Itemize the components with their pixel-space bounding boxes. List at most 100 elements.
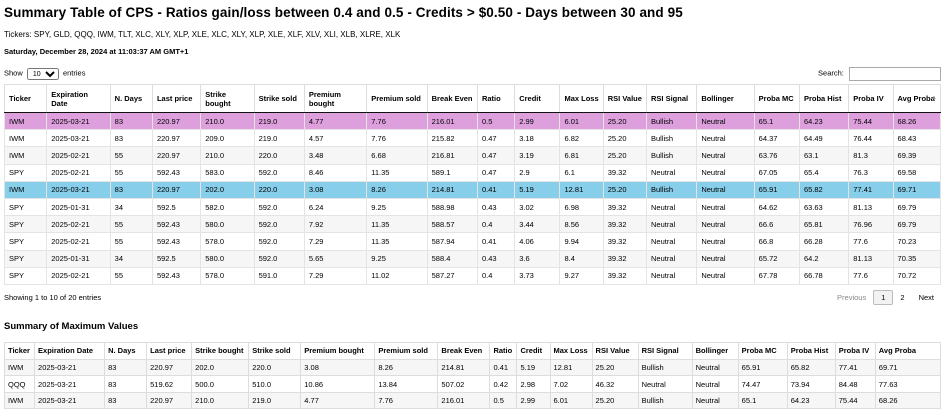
- main-header-premium-bought[interactable]: Premium bought: [303, 84, 368, 113]
- main-header-break-even[interactable]: Break Even: [426, 84, 478, 113]
- entries-label: entries: [62, 68, 86, 78]
- main-cell-last-price: 592.43: [151, 163, 202, 182]
- main-cell-proba-iv: 75.44: [848, 111, 894, 131]
- main-cell-proba-hist: 65.82: [798, 180, 850, 199]
- summary-cell-ticker: QQQ: [3, 375, 36, 393]
- main-cell-premium-bought: 4.77: [303, 111, 368, 131]
- main-header-expiration-date[interactable]: Expiration Date: [46, 84, 111, 113]
- main-cell-premium-sold: 7.76: [366, 111, 428, 131]
- main-cell-avg-proba: 69.58: [892, 163, 942, 182]
- main-cell-strike-bought: 202.0: [200, 180, 255, 199]
- summary-cell-credit: 5.19: [516, 358, 551, 377]
- summary-cell-last-price: 220.97: [146, 391, 193, 410]
- main-cell-last-price: 592.43: [151, 215, 202, 234]
- summary-row[interactable]: IWM 2025-03-21 83 220.97 202.0 220.0 3.08 8.26 2…: [3, 358, 942, 377]
- main-header-credit[interactable]: Credit: [514, 84, 561, 113]
- main-cell-rsi-signal: Neutral: [645, 197, 698, 217]
- main-cell-proba-mc: 65.72: [753, 249, 800, 268]
- main-row[interactable]: IWM 2025-03-21 83 220.97 209.0 219.0 4.57 7.76 2…: [3, 129, 942, 148]
- main-row[interactable]: IWM 2025-03-21 83 220.97 210.0 219.0 4.77 7.76 2…: [3, 111, 942, 131]
- main-cell-strike-sold: 592.0: [253, 163, 305, 182]
- main-cell-n-days: 83: [109, 111, 153, 131]
- main-cell-proba-hist: 64.2: [798, 249, 850, 268]
- summary-cell-max-loss: 6.01: [549, 391, 593, 410]
- summary-cell-break-even: 214.81: [437, 358, 491, 377]
- main-cell-strike-bought: 210.0: [200, 146, 255, 165]
- summary-table: Ticker Expiration Date N. Days Last price St…: [3, 341, 942, 410]
- main-header-premium-sold[interactable]: Premium sold: [366, 84, 428, 113]
- summary-header-expiration-date: Expiration Date: [34, 341, 106, 360]
- main-header-proba-mc[interactable]: Proba MC: [753, 84, 800, 113]
- main-cell-bollinger: Neutral: [696, 111, 755, 131]
- main-cell-rsi-value: 39.32: [602, 266, 648, 285]
- summary-row[interactable]: QQQ 2025-03-21 83 519.62 500.0 510.0 10.86 13.8…: [3, 375, 942, 393]
- page-2-button[interactable]: 2: [900, 293, 905, 303]
- main-cell-proba-hist: 65.81: [798, 215, 850, 234]
- summary-cell-last-price: 519.62: [146, 375, 193, 393]
- main-row[interactable]: IWM 2025-02-21 55 220.97 210.0 220.0 3.48 6.68 2…: [3, 146, 942, 165]
- main-header-last-price[interactable]: Last price: [151, 84, 202, 113]
- main-header-max-loss[interactable]: Max Loss: [559, 84, 604, 113]
- main-cell-avg-proba: 69.79: [892, 215, 942, 234]
- summary-header-proba-mc: Proba MC: [737, 341, 788, 360]
- page-length-select[interactable]: 10: [26, 68, 59, 80]
- main-header-ratio[interactable]: Ratio: [476, 84, 516, 113]
- main-header-bollinger[interactable]: Bollinger: [696, 84, 755, 113]
- main-cell-bollinger: Neutral: [696, 215, 755, 234]
- main-header-proba-hist[interactable]: Proba Hist: [798, 84, 850, 113]
- main-cell-proba-mc: 67.05: [753, 163, 800, 182]
- main-row[interactable]: IWM 2025-03-21 83 220.97 202.0 220.0 3.08 8.26 2…: [3, 180, 942, 199]
- summary-row[interactable]: IWM 2025-03-21 83 220.97 210.0 219.0 4.77 7.76 2…: [3, 391, 942, 410]
- main-cell-strike-sold: 592.0: [253, 232, 305, 251]
- main-cell-premium-sold: 11.02: [366, 266, 428, 285]
- main-cell-rsi-signal: Bullish: [645, 180, 698, 199]
- main-cell-premium-bought: 5.65: [303, 249, 368, 268]
- main-row[interactable]: SPY 2025-01-31 34 592.5 582.0 592.0 6.24 9.25 58…: [3, 197, 942, 217]
- main-row[interactable]: SPY 2025-02-21 55 592.43 578.0 591.0 7.29 11.02…: [3, 266, 942, 285]
- summary-cell-break-even: 507.02: [437, 375, 491, 393]
- main-header-strike-bought[interactable]: Strike bought: [200, 84, 255, 113]
- main-cell-strike-sold: 219.0: [253, 129, 305, 148]
- summary-cell-avg-proba: 77.63: [874, 375, 942, 393]
- previous-button[interactable]: Previous: [837, 293, 867, 303]
- main-row[interactable]: SPY 2025-02-21 55 592.43 583.0 592.0 8.46 11.35…: [3, 163, 942, 182]
- main-cell-max-loss: 6.1: [559, 163, 604, 182]
- main-header-ticker[interactable]: Ticker: [3, 84, 48, 113]
- tickers-line: Tickers: SPY, GLD, QQQ, IWM, TLT, XLC, X…: [4, 30, 401, 39]
- summary-cell-rsi-signal: Bullish: [637, 391, 693, 410]
- main-header-rsi-value[interactable]: RSI Value: [602, 84, 648, 113]
- main-header-strike-sold[interactable]: Strike sold: [253, 84, 305, 113]
- summary-header-strike-sold: Strike sold: [248, 341, 302, 360]
- main-header-avg-proba[interactable]: Avg Proba ▲: [892, 84, 942, 113]
- main-cell-ticker: IWM: [3, 180, 48, 199]
- main-cell-rsi-value: 39.32: [602, 232, 648, 251]
- main-header-proba-iv[interactable]: Proba IV: [848, 84, 894, 113]
- main-row[interactable]: SPY 2025-01-31 34 592.5 580.0 592.0 5.65 9.25 58…: [3, 249, 942, 268]
- page-1-button[interactable]: 1: [873, 290, 894, 306]
- summary-cell-strike-bought: 210.0: [191, 391, 250, 410]
- main-row[interactable]: SPY 2025-02-21 55 592.43 580.0 592.0 7.92 11.35…: [3, 215, 942, 234]
- entries-info: Showing 1 to 10 of 20 entries: [4, 293, 102, 303]
- next-button[interactable]: Next: [918, 293, 934, 303]
- summary-cell-proba-hist: 65.82: [786, 358, 836, 377]
- main-cell-avg-proba: 69.79: [892, 197, 942, 217]
- main-cell-break-even: 588.57: [426, 215, 478, 234]
- summary-cell-proba-mc: 65.91: [737, 358, 788, 377]
- main-cell-n-days: 55: [109, 163, 153, 182]
- main-cell-n-days: 55: [109, 232, 153, 251]
- summary-header-ticker: Ticker: [3, 341, 36, 360]
- summary-cell-premium-sold: 7.76: [374, 391, 439, 410]
- main-header-n-days[interactable]: N. Days: [109, 84, 153, 113]
- main-row[interactable]: SPY 2025-02-21 55 592.43 578.0 592.0 7.29 11.35…: [3, 232, 942, 251]
- main-cell-last-price: 592.5: [151, 197, 202, 217]
- main-header-rsi-signal[interactable]: RSI Signal: [645, 84, 698, 113]
- main-cell-expiration-date: 2025-02-21: [46, 232, 111, 251]
- main-cell-max-loss: 6.01: [559, 111, 604, 131]
- search-control: Search:: [818, 67, 941, 81]
- summary-header-premium-sold: Premium sold: [374, 341, 439, 360]
- main-cell-break-even: 587.27: [426, 266, 478, 285]
- main-cell-break-even: 589.1: [426, 163, 478, 182]
- summary-header-n-days: N. Days: [104, 341, 148, 360]
- main-cell-proba-hist: 63.1: [798, 146, 850, 165]
- search-input[interactable]: [849, 67, 941, 81]
